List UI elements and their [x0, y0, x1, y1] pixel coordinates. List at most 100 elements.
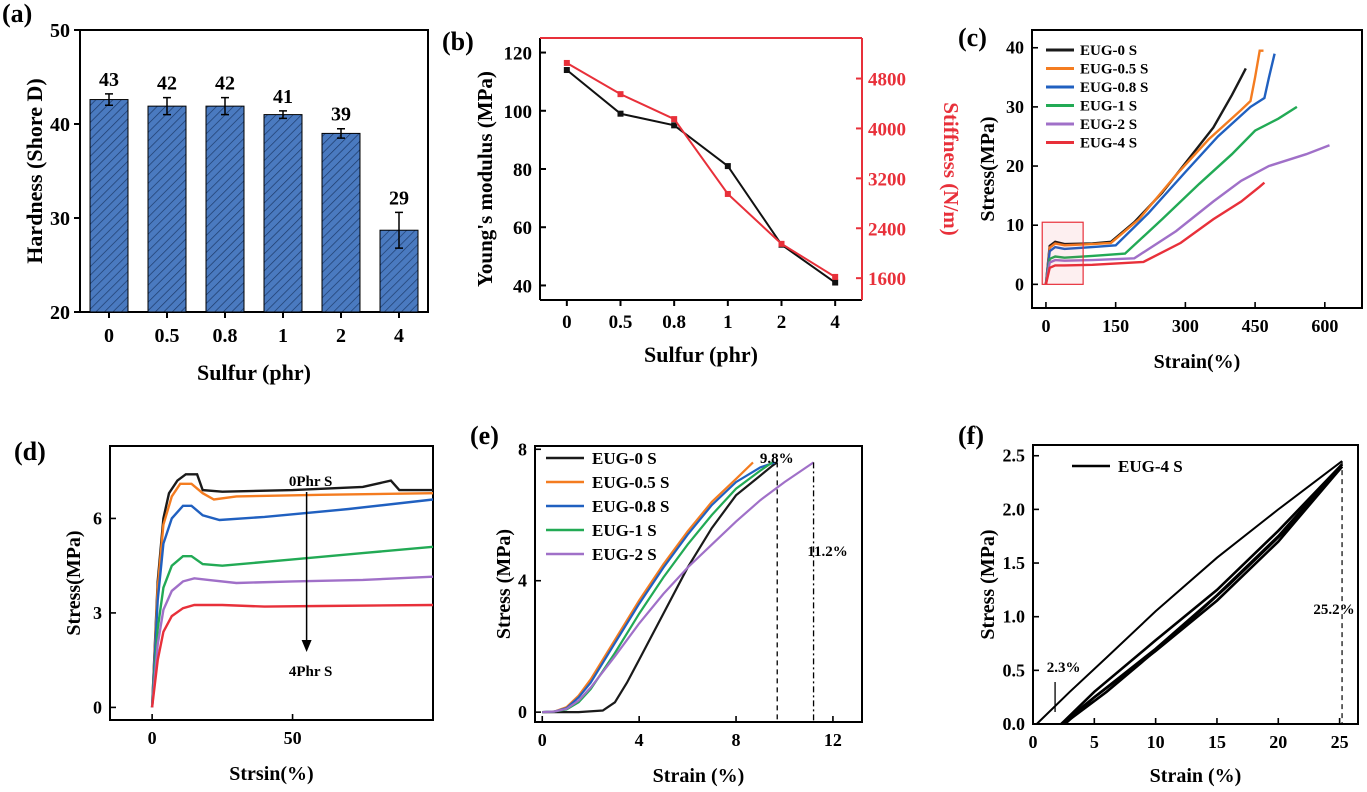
- x-tick-label: 0: [148, 728, 157, 748]
- y-axis-label: Young's modulus (MPa): [473, 71, 497, 287]
- trend-arrowhead: [301, 640, 312, 652]
- x-tick-label: 0: [1041, 316, 1050, 336]
- x-tick-label: 450: [1242, 316, 1269, 336]
- y-tick-label: 20: [50, 302, 70, 324]
- y2-axis-label: Stiffness (N/m): [939, 102, 963, 236]
- stiffness-line: [566, 62, 836, 278]
- annotation-4phr: 4Phr S: [289, 664, 332, 680]
- y-tick-label: 40: [513, 276, 532, 297]
- series-line: [150, 545, 434, 708]
- modulus-point: [563, 67, 570, 74]
- stiffness-point: [617, 91, 624, 98]
- x-tick-label: 5: [1090, 732, 1099, 752]
- error-bar: [337, 127, 345, 139]
- panel-label-e: (e): [470, 421, 499, 450]
- x-tick-label: 1: [278, 325, 288, 347]
- stiffness-point: [563, 59, 570, 66]
- annotation-25-2: 25.2%: [1313, 602, 1354, 618]
- modulus-point: [671, 122, 678, 129]
- y-tick-label: 40: [50, 114, 70, 136]
- data-label: 41: [273, 86, 293, 108]
- y2-tick-label: 1600: [868, 269, 906, 290]
- y-tick-label: 0.0: [1003, 714, 1026, 734]
- y-tick-label: 3: [93, 603, 102, 623]
- stiffness-point: [832, 273, 839, 280]
- data-label: 43: [99, 69, 119, 91]
- plot-frame: [79, 29, 429, 313]
- panel-label-b: (b): [442, 27, 474, 56]
- annotation-0phr: 0Phr S: [289, 474, 332, 490]
- bar: [89, 99, 129, 313]
- plot-frame: [109, 445, 434, 721]
- x-tick-label: 0: [562, 312, 572, 333]
- hysteresis-unload-curve: [1060, 463, 1344, 725]
- y-tick-label: 0.5: [1003, 660, 1026, 680]
- error-bar: [105, 93, 113, 106]
- legend-label: EUG-0.5 S: [592, 473, 669, 492]
- y-tick-label: 20: [1006, 156, 1024, 176]
- x-tick-label: 0: [1029, 732, 1038, 752]
- plot-frame: [534, 445, 863, 723]
- legend-label: EUG-2 S: [1080, 117, 1137, 133]
- stiffness-point: [671, 116, 678, 123]
- error-bar: [221, 96, 229, 116]
- modulus-point: [832, 279, 839, 286]
- series-line: [150, 473, 433, 708]
- x-tick-label: 20: [1269, 732, 1287, 752]
- x-axis-label: Strain (%): [1150, 765, 1242, 787]
- x-axis-label: Strsin(%): [229, 763, 313, 785]
- legend-label: EUG-0 S: [592, 449, 657, 468]
- plot-frame: [1032, 444, 1359, 725]
- data-label: 29: [389, 187, 409, 209]
- y-tick-label: 120: [504, 44, 533, 65]
- y-tick-label: 2.5: [1003, 446, 1026, 466]
- y-axis-label: Stress (MPa): [977, 529, 999, 639]
- x-tick-label: 300: [1172, 316, 1199, 336]
- panel-label-c: (c): [958, 23, 987, 52]
- data-label: 39: [331, 104, 351, 126]
- bar: [263, 114, 303, 313]
- legend-label: EUG-4 S: [1080, 136, 1137, 152]
- y-tick-label: 0: [518, 702, 527, 722]
- x-axis-label: Sulfur (phr): [644, 342, 758, 367]
- y2-tick-label: 2400: [868, 219, 906, 240]
- y-tick-label: 80: [513, 160, 532, 181]
- panel-label-a: (a): [2, 0, 32, 28]
- x-tick-label: 0: [104, 325, 114, 347]
- panel-label-d: (d): [14, 437, 46, 466]
- legend-label: EUG-0.8 S: [1080, 80, 1148, 96]
- series-line: [1044, 144, 1330, 285]
- series-line: [542, 461, 815, 714]
- error-bar: [395, 211, 403, 249]
- legend-label: EUG-0 S: [1080, 43, 1137, 59]
- y2-tick-label: 4000: [868, 119, 906, 140]
- legend-label: EUG-0.5 S: [1080, 62, 1148, 78]
- x-tick-label: 50: [284, 728, 302, 748]
- series-line: [542, 461, 778, 714]
- annotation-11-2: 11.2%: [807, 544, 847, 560]
- x-tick-label: 25: [1331, 732, 1349, 752]
- legend-label: EUG-1 S: [1080, 99, 1137, 115]
- series-line: [1044, 53, 1276, 285]
- error-bar: [279, 110, 287, 120]
- series-line: [1044, 181, 1266, 285]
- y-tick-label: 10: [1006, 215, 1024, 235]
- panel-label-f: (f): [958, 421, 984, 450]
- x-axis-label: Sulfur (phr): [197, 360, 311, 385]
- series-line: [150, 603, 434, 708]
- y-tick-label: 60: [513, 218, 532, 239]
- y2-tick-label: 4800: [868, 70, 906, 91]
- y-tick-label: 30: [50, 208, 70, 230]
- panel-b-modulus-stiffness-chart: 40 60 80 100 120 1600 2400 3200 4000 4800 0 0.5 0.8 1…: [473, 37, 963, 367]
- x-tick-label: 0.5: [609, 312, 633, 333]
- x-tick-label: 15: [1208, 732, 1226, 752]
- stiffness-point: [724, 190, 731, 197]
- x-tick-label: 600: [1311, 316, 1338, 336]
- modulus-point: [617, 110, 624, 117]
- x-tick-label: 4: [635, 730, 644, 750]
- plot-frame: [1031, 29, 1363, 309]
- x-axis-label: Strain (%): [653, 765, 745, 787]
- y-axis-label: Stress(MPa): [977, 116, 999, 221]
- panel-c-stress-strain-chart: 0 150 300 450 600 0 10 20 30 40 Strain(%) Stress(MP…: [977, 29, 1363, 373]
